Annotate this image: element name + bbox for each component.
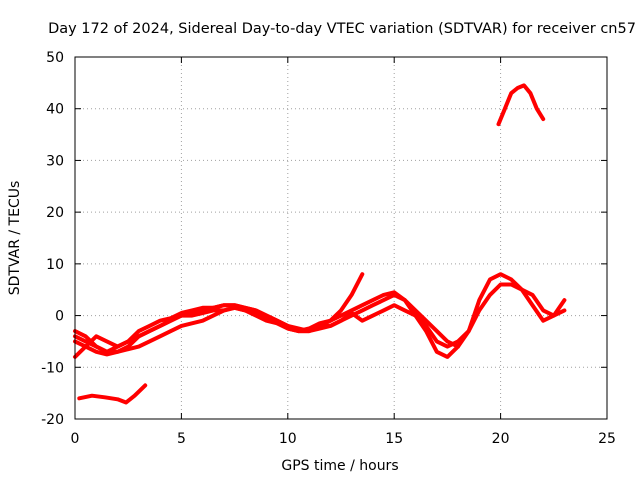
- series-line-track-4: [73, 272, 567, 359]
- y-tick-label: -10: [41, 360, 64, 376]
- x-tick-label: 15: [385, 431, 403, 447]
- axis-ticks: [74, 56, 608, 420]
- series-line-track-3: [73, 282, 567, 359]
- series-layer: [73, 83, 567, 405]
- x-tick-labels: 0 5 10 15 20 25: [71, 431, 616, 447]
- series-line-track-2: [73, 292, 460, 357]
- y-axis-label: SDTVAR / TECUs: [7, 181, 23, 296]
- y-tick-label: 10: [46, 257, 64, 273]
- x-tick-label: 0: [71, 431, 80, 447]
- x-tick-label: 10: [279, 431, 297, 447]
- y-tick-label: 0: [55, 309, 64, 325]
- x-tick-label: 25: [598, 431, 616, 447]
- plot-frame: [74, 56, 608, 420]
- y-tick-label: 40: [46, 102, 64, 118]
- series-line-track-6: [496, 83, 546, 127]
- y-tick-labels: -20 -10 0 10 20 30 40 50: [41, 50, 64, 428]
- chart-title: Day 172 of 2024, Sidereal Day-to-day VTE…: [48, 21, 636, 37]
- y-tick-label: 50: [46, 50, 64, 66]
- y-tick-label: 30: [46, 153, 64, 169]
- grid-lines: [75, 57, 607, 419]
- y-tick-label: 20: [46, 205, 64, 221]
- y-tick-label: -20: [41, 412, 64, 428]
- x-tick-label: 5: [177, 431, 186, 447]
- x-axis-label: GPS time / hours: [281, 458, 398, 474]
- x-tick-label: 20: [492, 431, 510, 447]
- series-line-track-5: [77, 383, 148, 405]
